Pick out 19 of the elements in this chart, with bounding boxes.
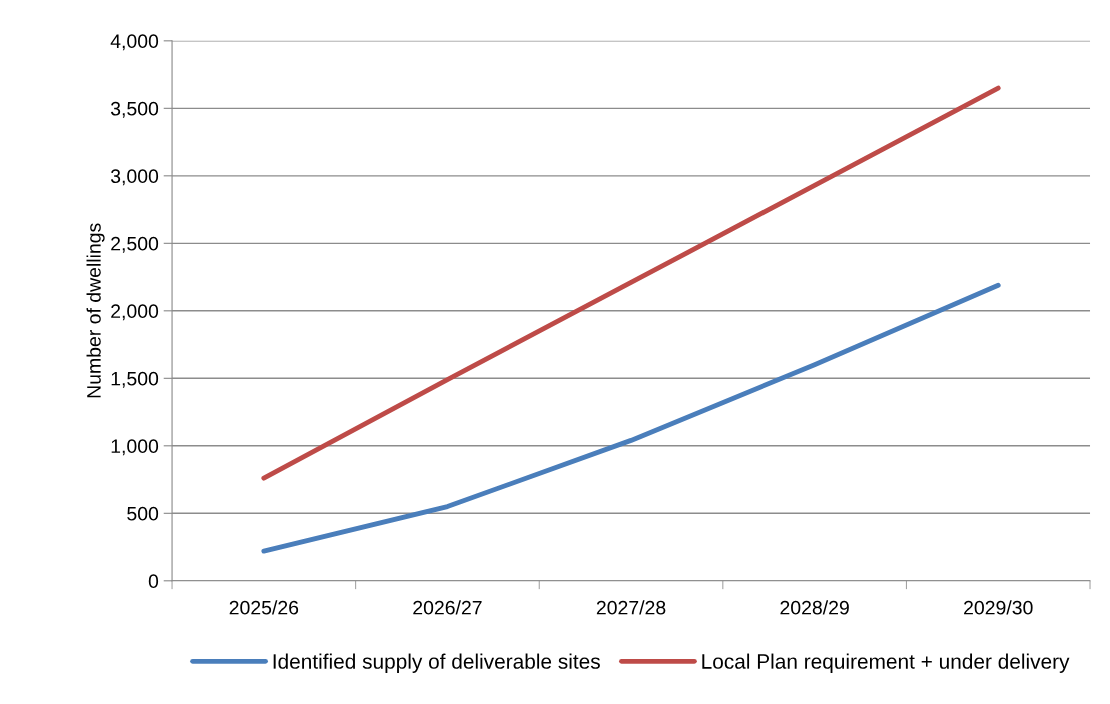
- y-tick-label: 3,500: [110, 101, 159, 118]
- y-axis-title: Number of dwellings: [86, 223, 105, 398]
- x-tick-label: 2029/30: [964, 600, 1033, 615]
- x-tick-label: 2025/26: [229, 600, 299, 615]
- x-tick-label: 2028/29: [780, 600, 849, 615]
- legend-label: Local Plan requirement + under delivery: [702, 653, 1070, 673]
- y-tick-label: 1,500: [111, 371, 159, 388]
- y-tick-label: 2,500: [111, 236, 159, 253]
- y-tick-label: 4,000: [110, 34, 159, 51]
- y-tick-label: 0: [148, 574, 159, 589]
- x-tick-label: 2027/28: [596, 600, 666, 615]
- legend-label: Identified supply of deliverable sites: [273, 653, 600, 673]
- line-series: [261, 85, 1001, 481]
- y-tick-label: 1,000: [111, 439, 159, 456]
- x-tick-label: 2026/27: [413, 600, 482, 615]
- y-tick-label: 500: [127, 506, 159, 521]
- line-series: [261, 282, 1001, 554]
- y-tick-label: 3,000: [110, 169, 159, 186]
- y-tick-label: 2,000: [111, 304, 159, 321]
